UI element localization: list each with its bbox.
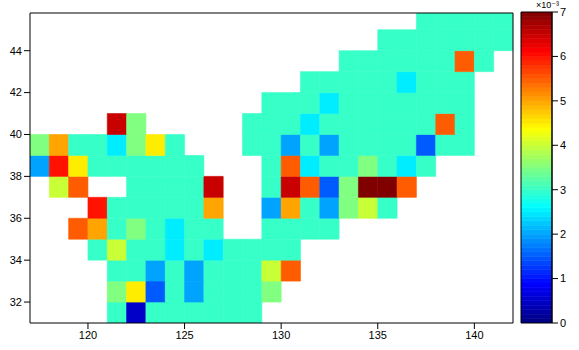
svg-text:38: 38 <box>10 170 22 182</box>
svg-text:0: 0 <box>560 317 566 329</box>
svg-text:32: 32 <box>10 296 22 308</box>
svg-text:120: 120 <box>79 329 97 341</box>
svg-text:4: 4 <box>560 139 566 151</box>
svg-text:44: 44 <box>10 45 22 57</box>
svg-text:125: 125 <box>175 329 193 341</box>
svg-text:5: 5 <box>560 95 566 107</box>
svg-text:135: 135 <box>369 329 387 341</box>
svg-text:42: 42 <box>10 86 22 98</box>
svg-text:7: 7 <box>560 6 566 18</box>
svg-text:36: 36 <box>10 212 22 224</box>
svg-text:34: 34 <box>10 254 22 266</box>
html-text:×10⁻³: ×10⁻³ <box>536 0 559 10</box>
svg-text:40: 40 <box>10 128 22 140</box>
svg-text:130: 130 <box>272 329 290 341</box>
svg-text:1: 1 <box>560 272 566 284</box>
svg-text:2: 2 <box>560 228 566 240</box>
svg-text:3: 3 <box>560 184 566 196</box>
svg-text:6: 6 <box>560 50 566 62</box>
svg-text:140: 140 <box>465 329 483 341</box>
